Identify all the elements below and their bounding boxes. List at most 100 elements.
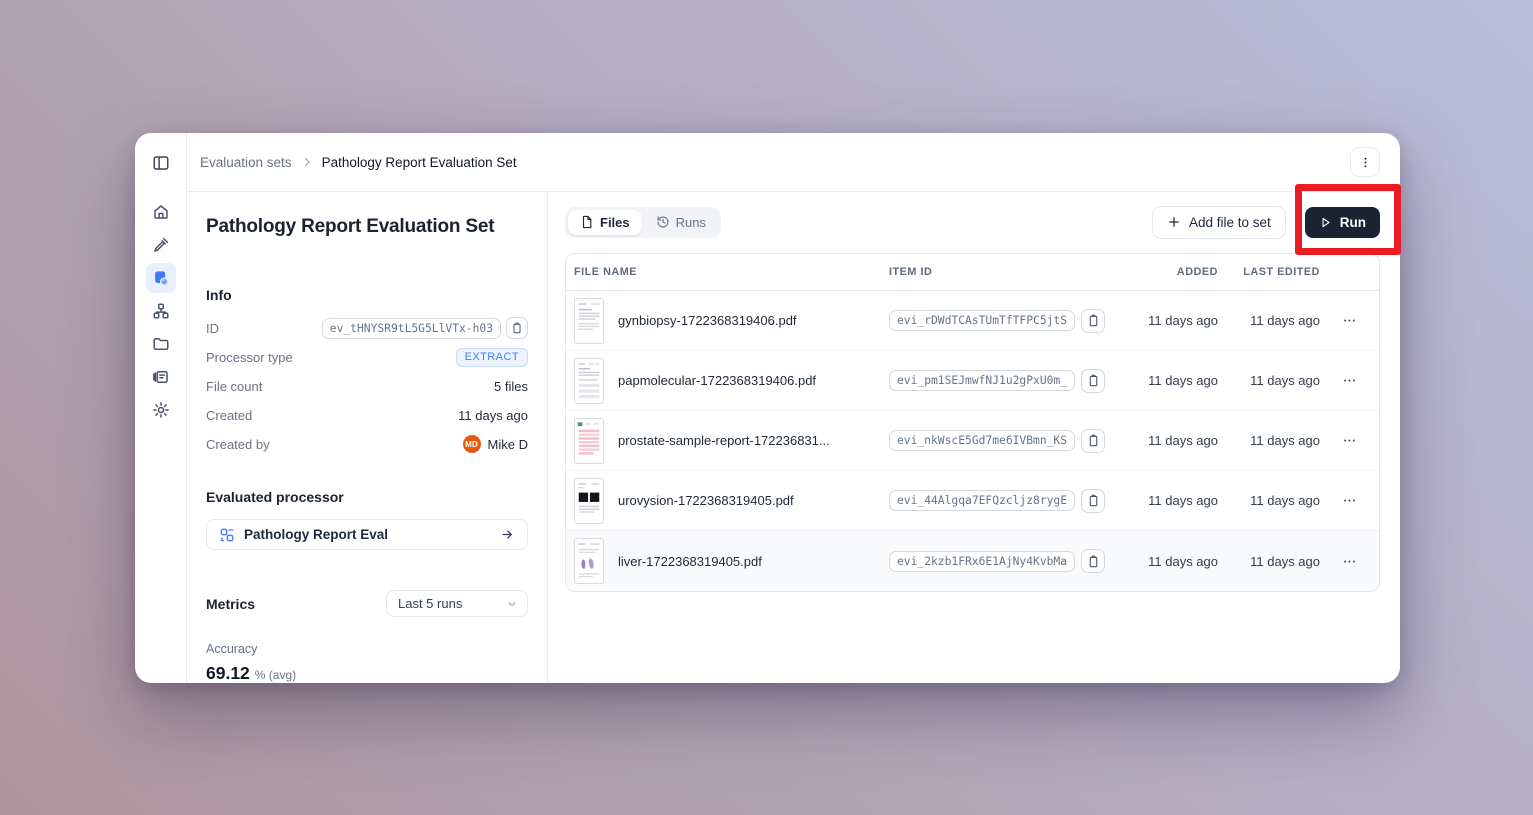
sidebar-item-evaluation-sets[interactable] xyxy=(145,263,176,293)
column-header-added: ADDED xyxy=(1176,266,1218,278)
added-value: 11 days ago xyxy=(1148,373,1218,388)
copy-item-id-button[interactable] xyxy=(1081,368,1106,393)
row-menu-button[interactable] xyxy=(1338,550,1361,573)
ellipsis-icon xyxy=(1342,554,1357,569)
ellipsis-icon xyxy=(1342,373,1357,388)
last-edited-value: 11 days ago xyxy=(1250,493,1320,508)
plus-icon xyxy=(1167,215,1181,229)
row-menu-button[interactable] xyxy=(1338,429,1361,452)
library-icon xyxy=(152,368,170,386)
add-file-to-set-label: Add file to set xyxy=(1188,214,1271,230)
table-row[interactable]: papmolecular-1722368319406.pdf evi_pm1SE… xyxy=(566,351,1379,411)
file-name: papmolecular-1722368319406.pdf xyxy=(618,373,817,388)
run-button-label: Run xyxy=(1339,214,1366,230)
item-id-value[interactable]: evi_44Algqa7EFQzcljz8rygE xyxy=(889,490,1076,511)
added-value: 11 days ago xyxy=(1148,493,1218,508)
breadcrumb-evaluation-sets[interactable]: Evaluation sets xyxy=(200,154,292,170)
column-header-file-name: FILE NAME xyxy=(574,266,638,278)
item-id-value[interactable]: evi_2kzb1FRx6E1AjNy4KvbMa xyxy=(889,550,1076,572)
ellipsis-icon xyxy=(1342,313,1357,328)
home-icon xyxy=(152,203,170,221)
file-thumbnail xyxy=(574,417,604,464)
last-edited-value: 11 days ago xyxy=(1250,313,1320,328)
info-row-file-count: File count 5 files xyxy=(206,374,528,398)
sidebar-item-workflows[interactable] xyxy=(146,296,176,326)
chevron-right-icon xyxy=(301,156,313,168)
file-name: liver-1722368319405.pdf xyxy=(618,553,762,569)
folder-icon xyxy=(152,335,170,353)
ellipsis-icon xyxy=(1342,493,1357,508)
created-value: 11 days ago xyxy=(458,407,528,423)
created-label: Created xyxy=(206,407,253,423)
sidebar-item-home[interactable] xyxy=(146,197,176,227)
sidebar-nav xyxy=(145,192,176,425)
column-header-last-edited: LAST EDITED xyxy=(1243,266,1320,278)
sidebar-item-files[interactable] xyxy=(146,329,176,359)
accuracy-value: 69.12 xyxy=(206,663,250,683)
run-button[interactable]: Run xyxy=(1304,206,1380,238)
table-row[interactable]: gynbiopsy-1722368319406.pdf evi_rDWdTCAs… xyxy=(566,291,1379,351)
item-id-value[interactable]: evi_rDWdTCAsTUmTfTFPC5jtS xyxy=(889,310,1076,331)
tab-files-label: Files xyxy=(600,214,630,230)
created-by-label: Created by xyxy=(206,436,270,452)
sidebar-item-settings[interactable] xyxy=(146,395,176,425)
sidebar-toggle-button[interactable] xyxy=(152,154,170,172)
last-edited-value: 11 days ago xyxy=(1250,433,1320,448)
chevron-down-icon xyxy=(506,598,518,610)
tab-runs-label: Runs xyxy=(675,214,706,230)
clipboard-icon xyxy=(511,322,523,334)
clipboard-icon xyxy=(1087,314,1100,327)
added-value: 11 days ago xyxy=(1148,553,1218,569)
clipboard-icon xyxy=(1087,494,1100,507)
file-count-value: 5 files xyxy=(494,378,528,394)
file-thumbnail xyxy=(574,538,604,584)
metrics-range-select[interactable]: Last 5 runs xyxy=(386,590,528,617)
table-row[interactable]: prostate-sample-report-172236831... evi_… xyxy=(566,411,1379,471)
info-row-id: ID ev_tHNYSR9tL5G5LlVTx-h03 xyxy=(206,316,528,340)
last-edited-value: 11 days ago xyxy=(1250,553,1320,569)
file-name: gynbiopsy-1722368319406.pdf xyxy=(618,313,797,328)
table-row[interactable]: liver-1722368319405.pdf evi_2kzb1FRx6E1A… xyxy=(566,531,1379,591)
row-menu-button[interactable] xyxy=(1338,309,1361,332)
tab-runs[interactable]: Runs xyxy=(644,210,718,235)
tab-files[interactable]: Files xyxy=(568,209,642,235)
set-id-value[interactable]: ev_tHNYSR9tL5G5LlVTx-h03 xyxy=(321,317,501,339)
sidebar-item-library[interactable] xyxy=(146,362,176,392)
file-count-label: File count xyxy=(206,378,263,394)
row-menu-button[interactable] xyxy=(1338,369,1361,392)
copy-item-id-button[interactable] xyxy=(1081,549,1106,573)
processor-type-label: Processor type xyxy=(206,349,293,365)
info-row-created-by: Created by MD Mike D xyxy=(206,432,528,456)
copy-item-id-button[interactable] xyxy=(1081,428,1106,453)
evaluation-sets-icon xyxy=(151,268,171,288)
breadcrumb-current: Pathology Report Evaluation Set xyxy=(321,154,517,170)
evaluated-processor-name: Pathology Report Eval xyxy=(244,527,389,542)
sidebar-item-build[interactable] xyxy=(146,230,176,260)
created-by-value: Mike D xyxy=(487,436,528,452)
add-file-to-set-button[interactable]: Add file to set xyxy=(1151,205,1286,239)
panel-left-icon xyxy=(152,154,170,172)
copy-id-button[interactable] xyxy=(506,317,528,339)
page-menu-button[interactable] xyxy=(1350,147,1380,177)
evaluated-processor-link[interactable]: Pathology Report Eval xyxy=(206,519,528,550)
kebab-menu-icon xyxy=(1359,156,1372,169)
sidebar xyxy=(135,133,187,683)
file-icon xyxy=(580,215,594,229)
copy-item-id-button[interactable] xyxy=(1081,308,1106,333)
item-id-value[interactable]: evi_nkWscE5Gd7me6IVBmn_KS xyxy=(889,430,1076,451)
metrics-range-value: Last 5 runs xyxy=(398,596,463,611)
table-header: FILE NAME ITEM ID ADDED LAST EDITED xyxy=(566,254,1379,291)
table-row[interactable]: urovysion-1722368319405.pdf evi_44Algqa7… xyxy=(566,471,1379,531)
copy-item-id-button[interactable] xyxy=(1081,488,1106,513)
info-row-processor-type: Processor type EXTRACT xyxy=(206,345,528,369)
file-thumbnail xyxy=(574,297,604,344)
row-menu-button[interactable] xyxy=(1338,489,1361,512)
pen-tools-icon xyxy=(152,236,170,254)
item-id-value[interactable]: evi_pm1SEJmwfNJ1u2gPxU0m_ xyxy=(889,370,1076,391)
evaluated-processor-heading: Evaluated processor xyxy=(206,489,344,505)
workflow-icon xyxy=(152,302,170,320)
processor-type-badge: EXTRACT xyxy=(455,347,528,367)
gear-icon xyxy=(152,401,170,419)
view-tabs: Files Runs xyxy=(565,206,721,238)
